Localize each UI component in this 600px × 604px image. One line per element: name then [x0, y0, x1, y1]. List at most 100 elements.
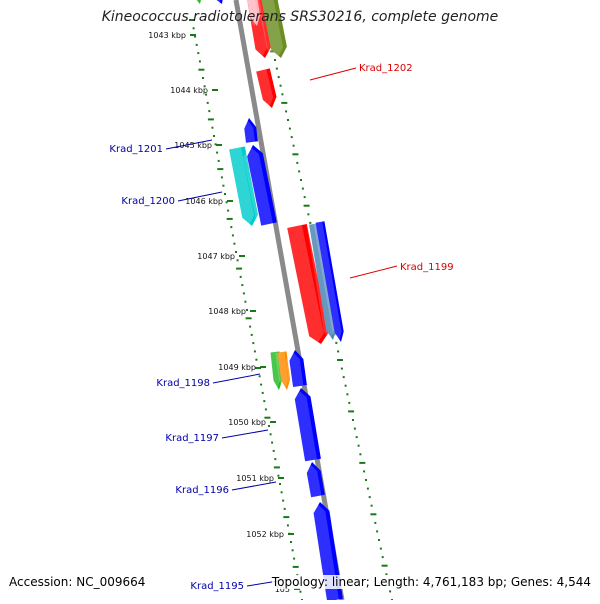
guide-dot: [286, 524, 289, 527]
guide-dot: [202, 77, 204, 79]
gene-arrow-krad-1198-shade: [285, 350, 304, 388]
gene-arrow-krad-1200-shade: [225, 147, 255, 227]
leader-line-krad-1198: [212, 373, 261, 384]
guide-dot: [189, 19, 195, 21]
gene-label-krad-1195[interactable]: Krad_1195: [190, 581, 244, 592]
guide-dot: [239, 275, 242, 278]
tick-label: 1043 kbp: [148, 31, 186, 40]
guide-dot: [292, 153, 299, 156]
guide-dot: [207, 118, 214, 121]
guide-dot: [222, 184, 225, 187]
accession-text: Accession: NC_009664: [9, 575, 146, 589]
guide-dot: [198, 60, 201, 63]
guide-dot: [192, 27, 195, 30]
guide-dot: [211, 126, 214, 129]
guide-dot: [260, 383, 263, 386]
gene-label-krad-1200[interactable]: Krad_1200: [121, 196, 175, 207]
guide-dot: [283, 507, 286, 510]
guide-dot: [290, 136, 293, 139]
guide-dot: [374, 521, 377, 524]
guide-dot: [283, 516, 290, 519]
topology-text: Topology: linear; Length: 4,761,183 bp; …: [271, 575, 591, 589]
guide-dot: [309, 221, 312, 224]
guide-dot: [213, 135, 215, 137]
guide-dot: [249, 325, 252, 328]
gene-label-krad-1201[interactable]: Krad_1201: [109, 144, 163, 155]
gene-label-krad-1196[interactable]: Krad_1196: [175, 485, 229, 496]
gene-label-krad-1197[interactable]: Krad_1197: [165, 433, 219, 444]
tick-mark: [278, 477, 284, 479]
gene-arrow-krad-1198b-shade: [275, 351, 288, 391]
guide-dot: [279, 84, 282, 87]
gene-arrow-krad-1199b: [309, 223, 337, 340]
guide-dot: [370, 513, 377, 516]
gene-arrow-krad-1200b: [247, 145, 277, 226]
guide-dot: [337, 359, 343, 361]
guide-dot: [296, 161, 299, 164]
guide-dot: [253, 350, 256, 353]
leader-line-krad-1202: [309, 67, 357, 81]
guide-dot: [235, 251, 237, 253]
guide-dot: [370, 504, 373, 507]
guide-dot: [281, 101, 288, 104]
guide-dot: [363, 470, 366, 473]
guide-dot: [307, 213, 310, 216]
guide-dot: [217, 159, 220, 162]
guide-dot: [281, 93, 284, 96]
guide-dot: [275, 67, 278, 70]
gene-label-krad-1199[interactable]: Krad_1199: [400, 262, 454, 273]
guide-dot: [293, 557, 296, 560]
guide-dot: [378, 539, 380, 541]
gene-label-krad-1202[interactable]: Krad_1202: [359, 63, 413, 74]
gene-arrow-krad-1200: [229, 146, 258, 226]
guide-dot: [359, 453, 362, 456]
guide-dot: [252, 342, 255, 345]
guide-dot: [233, 242, 236, 245]
tick-mark: [294, 588, 300, 590]
guide-dot: [273, 466, 280, 469]
gene-arrow-top-green-shade: [193, 0, 199, 5]
gene-arrow-olive-shade: [257, 0, 283, 59]
guide-dot: [298, 170, 301, 173]
guide-dot: [205, 93, 208, 96]
guide-dot: [303, 204, 310, 207]
guide-dot: [203, 85, 206, 88]
gene-arrow-krad-1202-shade: [252, 69, 274, 109]
gene-arrow-olive: [261, 0, 287, 58]
guide-dot: [250, 333, 253, 336]
genome-title: Kineococcus radiotolerans SRS30216, comp…: [101, 9, 499, 25]
guide-dot: [299, 590, 302, 593]
guide-dot: [241, 284, 244, 287]
guide-dot: [355, 436, 358, 439]
tick-label: 1052 kbp: [246, 530, 284, 539]
chromosome-backbone: [233, 0, 345, 601]
gene-arrow-krad-1200b-shade: [243, 145, 273, 227]
guide-dot: [381, 564, 388, 567]
guide-dot: [236, 259, 239, 262]
gene-labels: Krad_1202 Krad_1201 Krad_1200 Krad_1199 Krad…: [109, 63, 453, 592]
leader-line-krad-1199: [349, 265, 398, 279]
guide-dot: [217, 168, 224, 171]
leader-line-krad-1196: [231, 481, 277, 491]
guide-dot: [227, 209, 230, 212]
guide-dot: [255, 358, 258, 361]
tick-label: 1048 kbp: [208, 307, 246, 316]
gene-arrow-krad-1199c-shade: [313, 221, 342, 343]
guide-dot: [282, 499, 285, 502]
guide-dot: [368, 496, 371, 499]
guide-dot: [216, 151, 219, 154]
tick-mark: [216, 144, 222, 146]
guide-dot: [337, 350, 340, 353]
guide-dot: [290, 541, 292, 543]
tick-mark: [227, 200, 233, 202]
gene-label-krad-1198[interactable]: Krad_1198: [156, 378, 210, 389]
guide-dot: [301, 187, 304, 190]
genes-layer: [193, 0, 344, 602]
gene-arrow-pink-shade: [244, 0, 258, 27]
guide-dot: [255, 367, 261, 369]
guide-dot: [272, 449, 275, 452]
guide-dot: [291, 549, 294, 552]
tick-label: 1044 kbp: [170, 86, 208, 95]
